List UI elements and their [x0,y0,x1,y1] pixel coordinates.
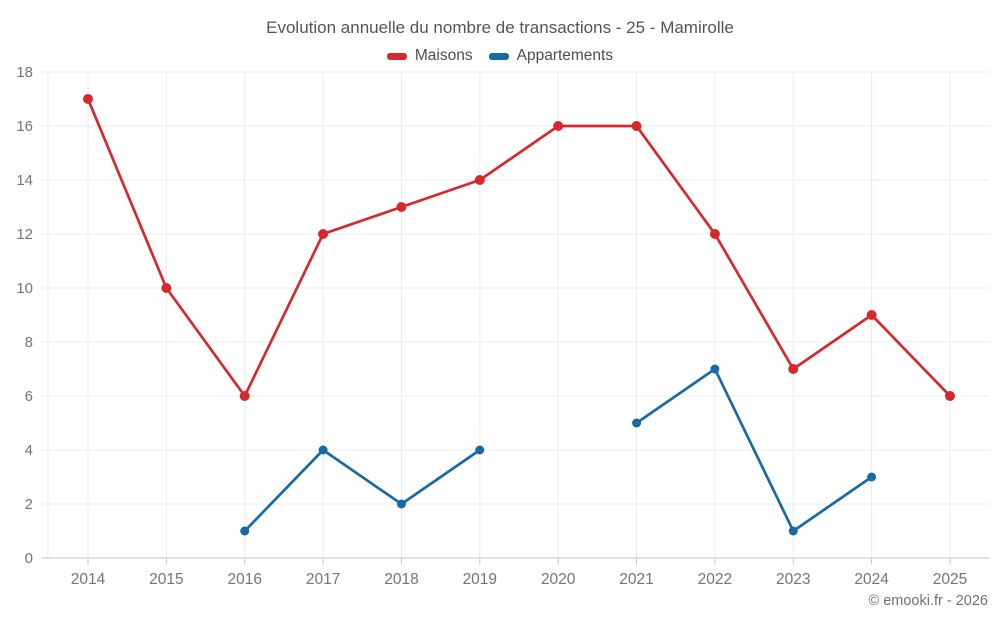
data-point-maisons-2018 [396,202,407,212]
y-tick-label: 8 [25,334,33,351]
copyright-text: © emooki.fr - 2026 [868,593,988,609]
legend-label-maisons: Maisons [414,47,473,64]
data-point-maisons-2017 [318,229,329,239]
y-tick-label: 4 [25,442,33,459]
data-point-appartements-2023 [788,526,798,536]
data-point-maisons-2016 [239,391,250,401]
x-tick-label: 2018 [384,571,418,588]
data-point-maisons-2021 [631,121,642,131]
data-point-appartements-2019 [475,445,485,455]
x-tick-label: 2023 [776,571,810,588]
legend-swatch-appartements-icon [488,52,509,60]
data-point-appartements-2017 [318,445,328,455]
x-tick-label: 2024 [854,571,889,588]
x-tick-label: 2019 [463,571,497,588]
data-point-maisons-2020 [553,121,564,131]
y-axis-labels: 0 2 4 6 8 10 12 14 16 18 [16,64,33,567]
legend: Maisons Appartements [0,47,1000,65]
data-point-maisons-2014 [83,94,93,104]
x-tick-label: 2015 [149,571,183,588]
data-point-maisons-2025 [945,391,955,401]
series-maisons-line [86,97,952,398]
data-point-appartements-2021 [632,418,642,428]
series-appartements-line [243,448,482,533]
y-tick-label: 2 [25,496,33,513]
data-point-maisons-2024 [866,310,877,320]
legend-swatch-maisons-icon [386,52,407,60]
y-tick-label: 12 [16,226,33,243]
y-tick-label: 18 [16,64,33,81]
chart-title: Evolution annuelle du nombre de transact… [266,18,734,37]
series-appartements [240,364,877,536]
axes [41,557,990,565]
series-maisons [83,94,955,401]
data-point-appartements-2018 [396,499,406,509]
data-point-maisons-2019 [474,175,485,185]
x-tick-label: 2017 [306,571,340,588]
x-tick-label: 2016 [227,571,261,588]
x-tick-label: 2014 [71,571,106,588]
y-tick-label: 16 [16,118,33,135]
data-point-appartements-2022 [710,364,720,374]
y-tick-label: 10 [16,280,33,297]
legend-label-appartements: Appartements [516,47,614,64]
data-point-appartements-2024 [867,472,877,482]
x-axis-labels: 2014 2015 2016 2017 2018 2019 2020 2021 2022 2023… [71,571,967,588]
data-point-maisons-2023 [788,364,799,374]
y-tick-label: 6 [25,388,33,405]
data-point-appartements-2016 [240,526,250,536]
x-tick-label: 2021 [619,571,653,588]
legend-item-appartements[interactable]: Appartements [488,47,614,65]
y-tick-label: 0 [25,550,33,567]
series-appartements-line [635,367,873,533]
x-tick-label: 2020 [541,571,576,588]
x-tick-label: 2025 [933,571,967,588]
data-point-maisons-2022 [709,229,720,239]
grid [41,71,990,558]
y-tick-label: 14 [16,172,33,189]
legend-item-maisons[interactable]: Maisons [386,47,473,65]
x-tick-label: 2022 [698,571,732,588]
data-point-maisons-2015 [161,283,172,293]
